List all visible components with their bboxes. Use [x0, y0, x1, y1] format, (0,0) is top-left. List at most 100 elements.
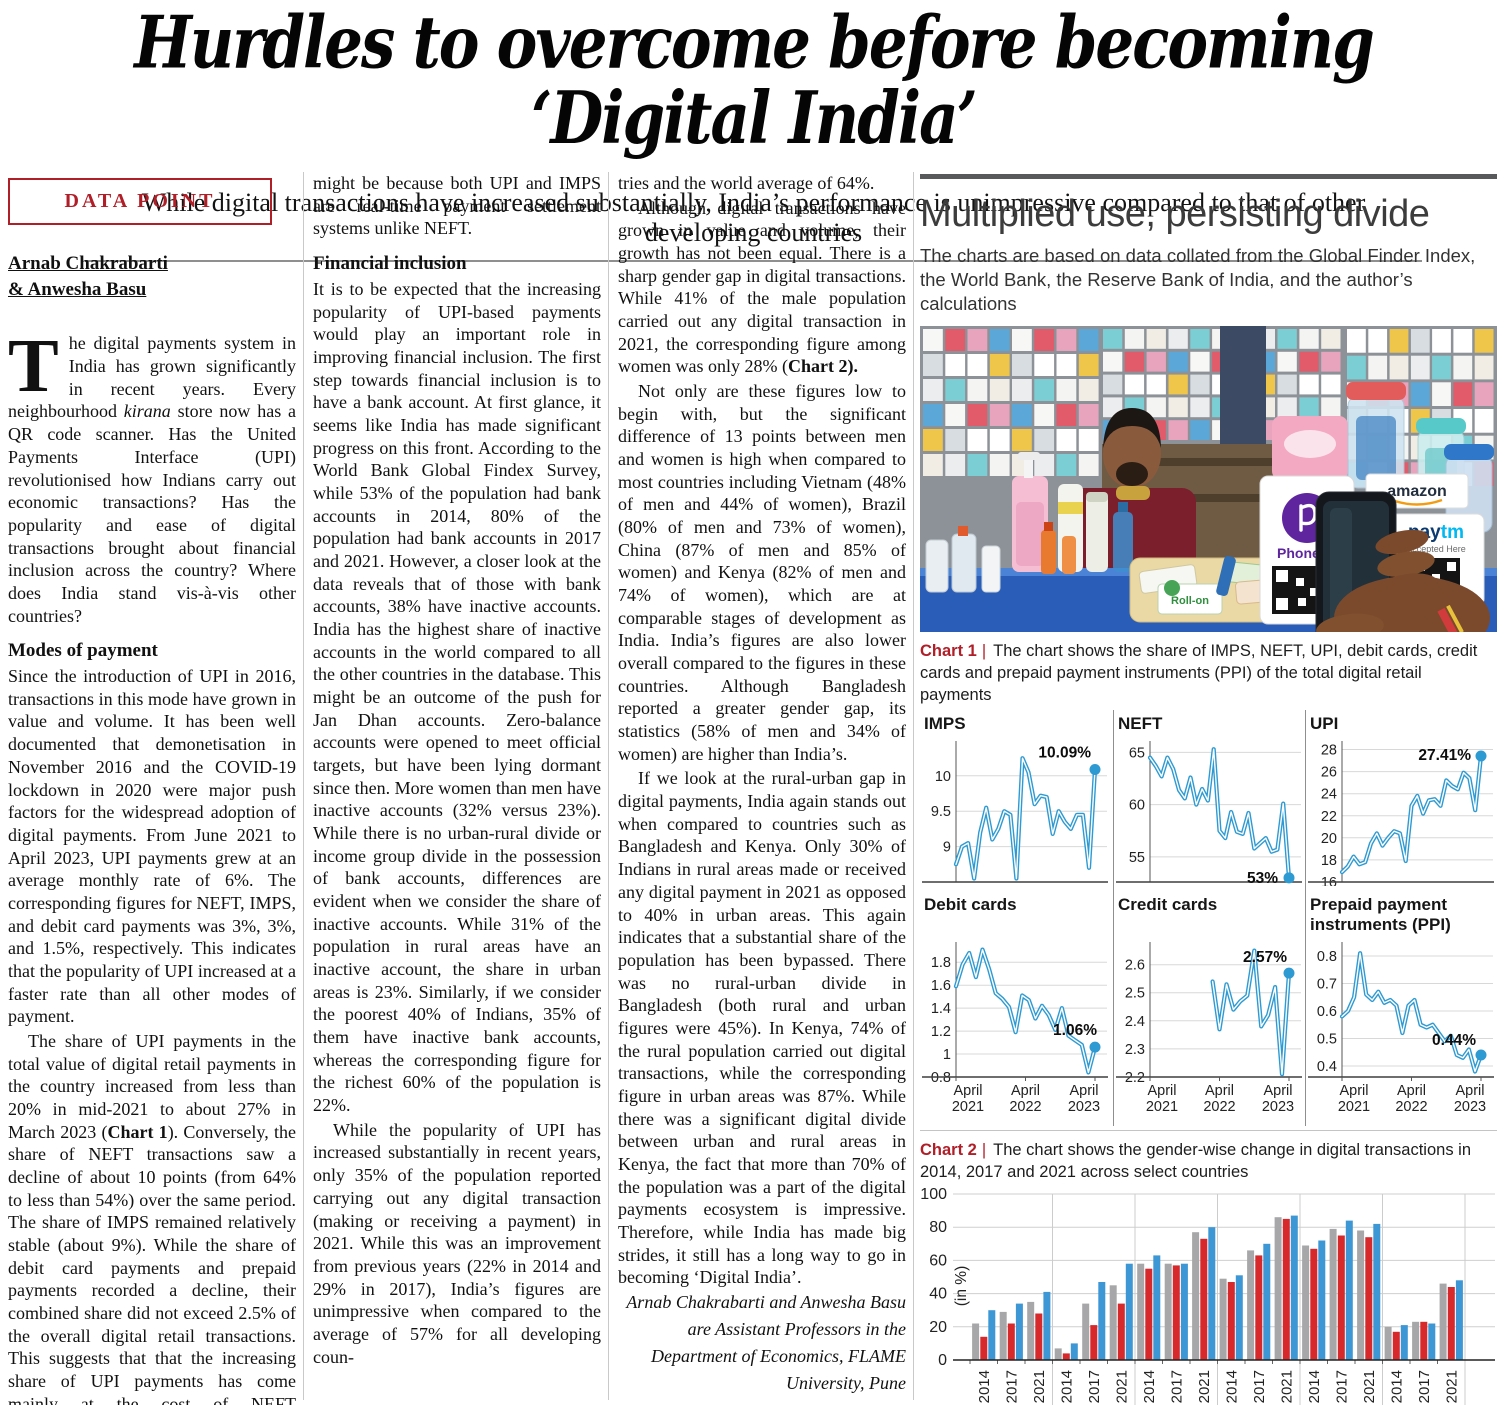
bar-Bangladesh-2021-all — [1109, 1285, 1117, 1360]
body-text: The share of UPI payments in the total v… — [8, 1030, 296, 1142]
neft-chart-plot: 65 60 55 53% — [1116, 741, 1302, 887]
svg-text:16: 16 — [1321, 875, 1337, 886]
author-1[interactable]: Arnab Chakrabarti — [8, 253, 168, 275]
bar-Kenya-2017-all — [1329, 1228, 1337, 1360]
svg-text:2.4: 2.4 — [1125, 1014, 1145, 1030]
author-2[interactable]: & Anwesha Basu — [8, 278, 147, 300]
section-heading: Modes of payment — [8, 640, 158, 662]
svg-text:2021: 2021 — [1361, 1370, 1378, 1403]
bar-Bangladesh-2014-female — [1062, 1353, 1070, 1360]
svg-text:2.2: 2.2 — [1125, 1070, 1145, 1086]
bar-Vietnam-2021-female — [1447, 1286, 1455, 1360]
bar-Brazil-2021-male — [1208, 1227, 1216, 1360]
chart1-caption-text: The chart shows the share of IMPS, NEFT,… — [920, 642, 1478, 704]
svg-text:20: 20 — [1321, 831, 1337, 847]
svg-text:0.6: 0.6 — [1317, 1004, 1337, 1020]
svg-text:2022: 2022 — [1009, 1099, 1041, 1115]
ppi-end-value: 0.44% — [1432, 1032, 1476, 1049]
svg-text:1.4: 1.4 — [931, 1002, 951, 1018]
upi-end-value: 27.41% — [1418, 747, 1471, 764]
bracelet — [1437, 608, 1459, 633]
bar-Brazil-2017-male — [1180, 1263, 1188, 1360]
svg-text:0.7: 0.7 — [1317, 977, 1337, 993]
article-column-3: tries and the world average of 64%. Alth… — [618, 172, 906, 1397]
masthead: Hurdles to overcome before becoming ‘Dig… — [0, 0, 1507, 263]
svg-text:18: 18 — [1321, 853, 1337, 869]
svg-text:2017: 2017 — [1251, 1370, 1268, 1403]
svg-text:2023: 2023 — [1068, 1099, 1100, 1115]
body-text: he digital payments system in India has … — [8, 333, 296, 422]
upi-chart-plot: 28 26 24 22 20 18 16 27.41% — [1308, 741, 1494, 891]
svg-text:2021: 2021 — [1443, 1370, 1460, 1403]
paragraph: Not only are these figures low to begin … — [618, 381, 906, 764]
paytm-sub-label: Accepted Here — [1406, 544, 1466, 554]
svg-text:April: April — [1011, 1083, 1040, 1099]
caption-pipe: | — [981, 1141, 987, 1160]
svg-text:2014: 2014 — [1388, 1370, 1405, 1403]
subheadline: While digital transactions have increase… — [85, 188, 1422, 263]
bar-China-2014-female — [1227, 1281, 1235, 1360]
credit-end-value: 2.57% — [1243, 950, 1287, 967]
svg-text:April: April — [1263, 1083, 1292, 1099]
rollon-label: Roll-on — [1171, 595, 1209, 607]
credit-chart: Credit cards 2.6 2.5 2.4 2.3 2.2 April 2021 Apri… — [1113, 891, 1306, 1127]
toiletry-products — [925, 452, 1133, 593]
bar-China-2017-female — [1255, 1255, 1263, 1360]
bar-Kenya-2014-female — [1310, 1248, 1318, 1360]
svg-text:65: 65 — [1129, 746, 1145, 762]
svg-text:April: April — [1397, 1083, 1426, 1099]
svg-text:40: 40 — [929, 1286, 947, 1303]
customer-hand-phone — [1315, 491, 1490, 633]
paragraph: It is to be expected that the increasing… — [313, 278, 601, 1116]
svg-text:9: 9 — [943, 840, 951, 856]
svg-text:0.5: 0.5 — [1317, 1032, 1337, 1048]
svg-text:2017: 2017 — [1333, 1370, 1350, 1403]
svg-text:2022: 2022 — [1203, 1099, 1235, 1115]
drop-cap: T — [8, 324, 59, 409]
debit-chart-title: Debit cards — [924, 895, 1017, 915]
bar-Vietnam-2017-female — [1420, 1321, 1428, 1360]
chart1-label: Chart 1 — [920, 642, 977, 661]
svg-text:80: 80 — [929, 1219, 947, 1236]
bar-Bangladesh-2014-all — [1054, 1348, 1062, 1360]
bar-China-2021-all — [1274, 1217, 1282, 1360]
svg-text:2021: 2021 — [1338, 1099, 1370, 1115]
svg-text:2017: 2017 — [1003, 1370, 1020, 1403]
bar-Vietnam-2014-female — [1392, 1331, 1400, 1360]
bar-Kenya-2021-all — [1357, 1230, 1365, 1360]
byline: Arnab Chakrabarti & Anwesha Basu — [8, 251, 296, 302]
svg-text:April: April — [1069, 1083, 1098, 1099]
debit-chart-plot: 1.81.61.41.210.8April2021April2022April2… — [922, 942, 1108, 1115]
store-photo: Roll-on — [920, 326, 1497, 633]
svg-text:60: 60 — [929, 1252, 947, 1269]
bar-Bangladesh-2021-female — [1117, 1303, 1125, 1360]
svg-text:2021: 2021 — [1113, 1370, 1130, 1403]
neft-end-value: 53% — [1247, 870, 1278, 886]
bar-Brazil-2017-female — [1172, 1265, 1180, 1360]
bar-Vietnam-2017-all — [1412, 1321, 1420, 1360]
svg-text:2.5: 2.5 — [1125, 986, 1145, 1002]
imps-end-value: 10.09% — [1038, 745, 1091, 762]
section-heading: Financial inclusion — [313, 253, 467, 275]
bar-Bangladesh-2014-male — [1070, 1343, 1078, 1360]
upi-chart: UPI 28 26 24 22 20 18 16 27.41% — [1306, 710, 1497, 891]
svg-text:2021: 2021 — [1196, 1370, 1213, 1403]
bar-Kenya-2017-male — [1345, 1220, 1353, 1360]
chart2-y-axis-label: (in %) — [953, 1266, 970, 1306]
bar-Kenya-2014-male — [1318, 1240, 1326, 1360]
svg-text:2021: 2021 — [1031, 1370, 1048, 1403]
svg-text:60: 60 — [1129, 798, 1145, 814]
svg-text:10: 10 — [935, 769, 951, 785]
paragraph: If we look at the rural-urban gap in dig… — [618, 768, 906, 1288]
bar-Bangladesh-2017-all — [1082, 1303, 1090, 1360]
svg-text:2021: 2021 — [1278, 1370, 1295, 1403]
paragraph: The share of UPI payments in the total v… — [8, 1030, 296, 1405]
svg-text:2014: 2014 — [976, 1370, 993, 1403]
debit-chart: Debit cards 1.8 1.6 1.4 1.2 1 0.8 April 2021 Apri… — [920, 891, 1113, 1126]
bar-India-2017-male — [1015, 1303, 1023, 1360]
bar-Vietnam-2021-all — [1439, 1283, 1447, 1360]
body-text-italic: kirana — [123, 401, 171, 422]
svg-text:2021: 2021 — [1146, 1099, 1178, 1115]
svg-text:100: 100 — [920, 1188, 947, 1203]
